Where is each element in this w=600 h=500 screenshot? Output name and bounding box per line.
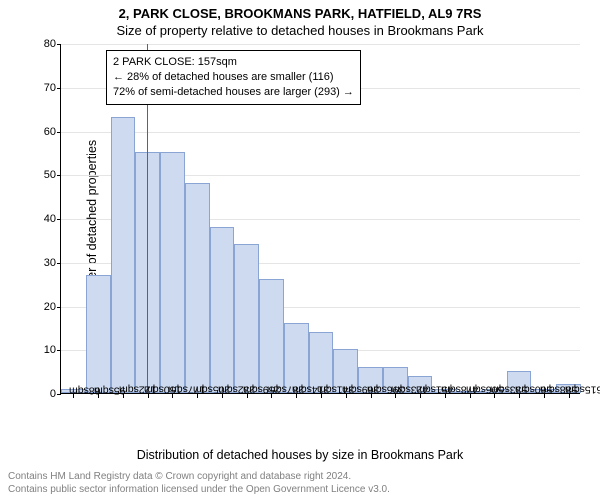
y-tick-label: 40 <box>26 213 56 225</box>
property-callout: 2 PARK CLOSE: 157sqm← 28% of detached ho… <box>106 50 361 105</box>
y-tick-mark <box>57 307 61 308</box>
y-tick-mark <box>57 219 61 220</box>
gridline <box>61 44 580 45</box>
y-tick-mark <box>57 350 61 351</box>
y-tick-label: 0 <box>26 388 56 400</box>
footer-line-1: Contains HM Land Registry data © Crown c… <box>8 470 390 483</box>
histogram-bar <box>86 275 111 393</box>
y-tick-label: 10 <box>26 344 56 356</box>
histogram-bar <box>185 183 210 393</box>
callout-line-1: 2 PARK CLOSE: 157sqm <box>113 55 354 70</box>
callout-line-2: ← 28% of detached houses are smaller (11… <box>113 70 354 85</box>
histogram-bar <box>210 227 235 393</box>
chart-title-sub: Size of property relative to detached ho… <box>0 21 600 38</box>
histogram-bar <box>111 117 136 393</box>
y-tick-label: 60 <box>26 126 56 138</box>
gridline <box>61 132 580 133</box>
y-tick-mark <box>57 263 61 264</box>
y-tick-label: 30 <box>26 257 56 269</box>
y-tick-mark <box>57 175 61 176</box>
x-axis-label: Distribution of detached houses by size … <box>0 448 600 462</box>
y-tick-mark <box>57 88 61 89</box>
y-tick-mark <box>57 44 61 45</box>
histogram-bar <box>284 323 309 393</box>
y-tick-label: 70 <box>26 82 56 94</box>
y-tick-label: 20 <box>26 301 56 313</box>
y-tick-mark <box>57 394 61 395</box>
histogram-bar <box>259 279 284 393</box>
y-tick-mark <box>57 132 61 133</box>
histogram-bar <box>234 244 259 393</box>
chart-title-main: 2, PARK CLOSE, BROOKMANS PARK, HATFIELD,… <box>0 0 600 21</box>
callout-line-3: 72% of semi-detached houses are larger (… <box>113 85 354 100</box>
histogram-bar <box>160 152 185 393</box>
footer-attribution: Contains HM Land Registry data © Crown c… <box>8 470 390 496</box>
y-tick-label: 80 <box>26 38 56 50</box>
y-tick-label: 50 <box>26 169 56 181</box>
footer-line-2: Contains public sector information licen… <box>8 483 390 496</box>
